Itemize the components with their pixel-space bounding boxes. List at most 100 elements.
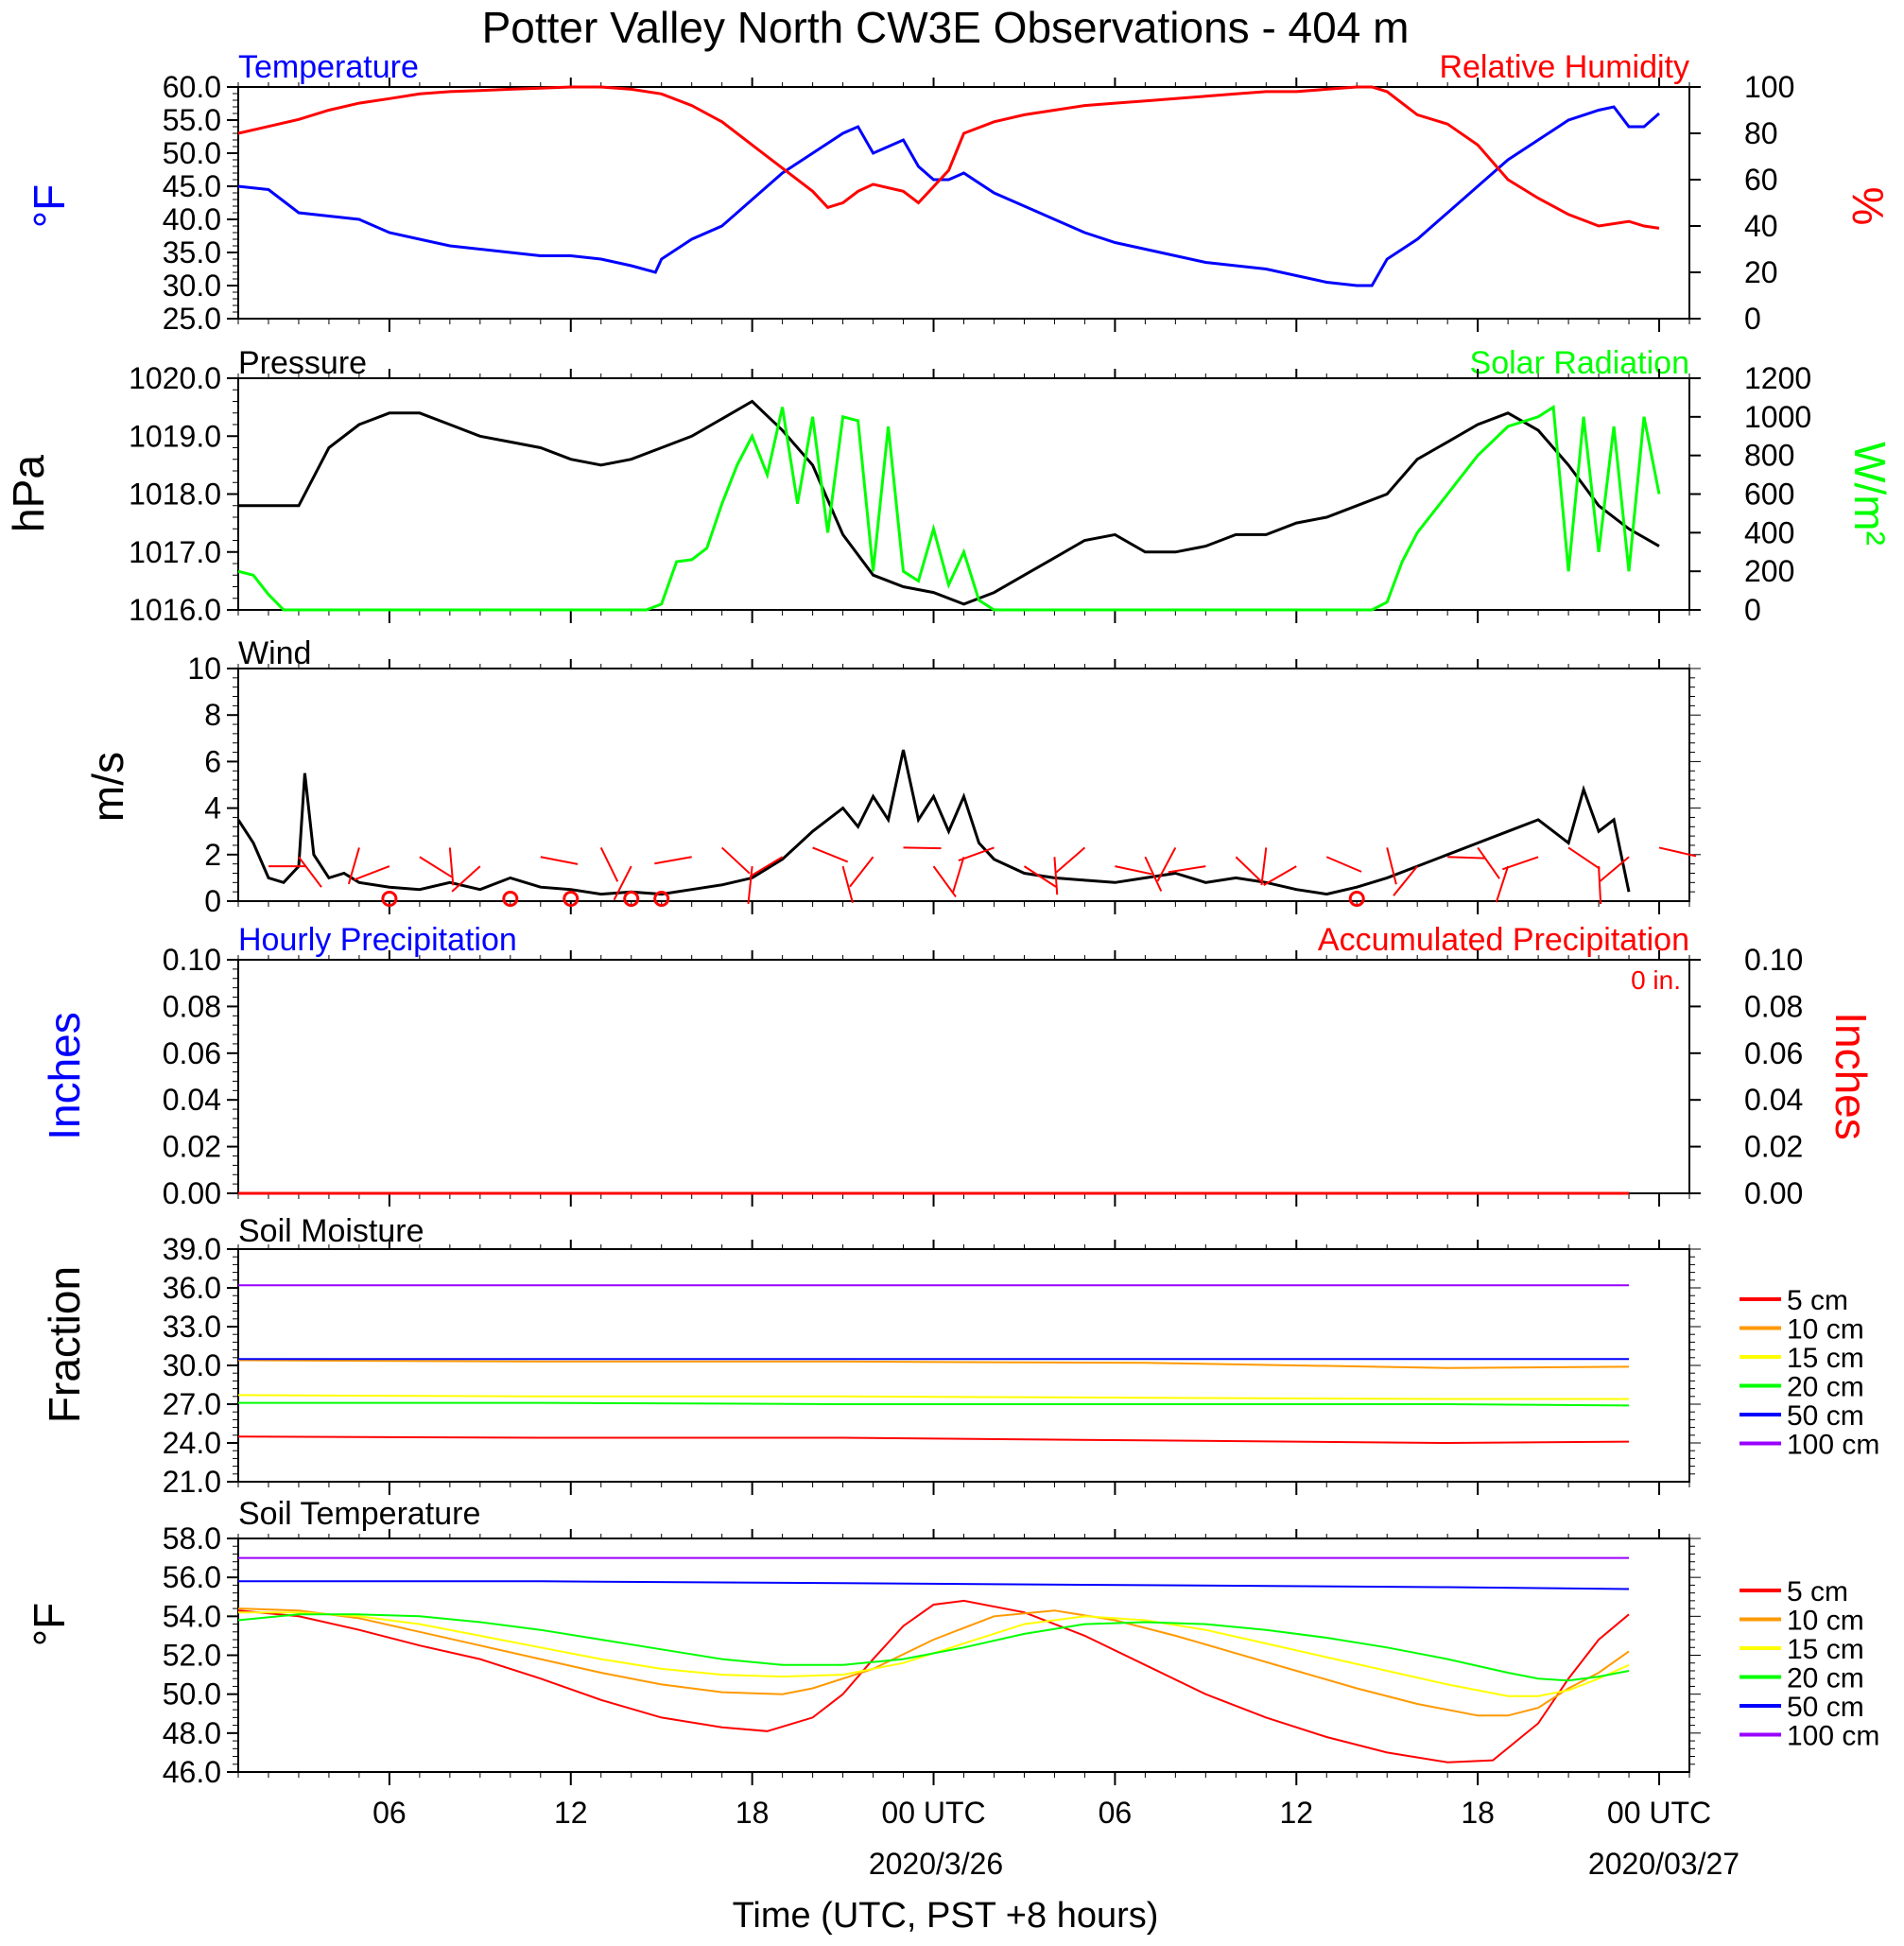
x-tick-label: 06 bbox=[372, 1796, 407, 1830]
wind-barb bbox=[448, 847, 455, 886]
y-tick-label: 10 bbox=[187, 652, 221, 686]
wind-barb bbox=[1599, 856, 1630, 882]
panel-temperature-humidity: Temperature Relative Humidity °F % 60.05… bbox=[25, 49, 1893, 336]
wind-barb bbox=[951, 856, 965, 894]
figure-title: Potter Valley North CW3E Observations - … bbox=[482, 3, 1410, 52]
panel-pressure-solar: Pressure Solar Radiation hPa W/m² 1020.0… bbox=[4, 345, 1895, 627]
plot-frame bbox=[237, 86, 1690, 320]
y-tick-label: 48.0 bbox=[163, 1716, 221, 1750]
wind-barb bbox=[958, 846, 995, 862]
y-right-tick-label: 800 bbox=[1744, 439, 1794, 473]
y-tick-label: 46.0 bbox=[163, 1755, 221, 1789]
wind-barb bbox=[841, 865, 854, 903]
wind-axis-label: m/s bbox=[83, 752, 132, 822]
y-right-tick-label: 100 bbox=[1744, 70, 1794, 104]
wind-barb bbox=[849, 856, 874, 888]
temperature-title: Temperature bbox=[238, 49, 419, 85]
y-tick-label: 0.06 bbox=[163, 1036, 221, 1070]
wind-barb bbox=[1495, 865, 1510, 903]
y-tick-label: 1016.0 bbox=[129, 593, 221, 627]
y-tick-label: 1018.0 bbox=[129, 478, 221, 512]
series-line bbox=[237, 1359, 1630, 1369]
wind-barbs bbox=[268, 846, 1697, 908]
wind-calm-marker bbox=[563, 891, 580, 908]
wind-barb bbox=[1023, 865, 1057, 888]
y-tick-label: 36.0 bbox=[163, 1271, 221, 1305]
wind-barb bbox=[599, 846, 619, 882]
date-label-1: 2020/3/26 bbox=[869, 1847, 1003, 1881]
wind-barb bbox=[1053, 857, 1059, 895]
wind-barb bbox=[1260, 847, 1268, 886]
y-tick-label: 50.0 bbox=[163, 136, 221, 170]
y-tick-label: 25.0 bbox=[163, 302, 221, 336]
y-right-tick-label: 0.02 bbox=[1744, 1130, 1803, 1164]
y-tick-label: 35.0 bbox=[163, 235, 221, 269]
x-axis-tick-labels: 06 12 18 00 UTC 06 12 18 00 UTC bbox=[372, 1796, 1711, 1830]
wind-barb bbox=[1235, 856, 1264, 884]
wind-barb bbox=[1393, 865, 1418, 896]
wind-barb bbox=[903, 846, 942, 850]
panel-wind: Wind m/s 10 8 6 4 2 0 bbox=[83, 635, 1701, 918]
legend-label: 15 cm bbox=[1787, 1634, 1864, 1665]
panel-soil-temperature: Soil Temperature °F 58.0 56.0 54.0 52.0 50.0… bbox=[25, 1496, 1879, 1789]
y-tick-label: 0 bbox=[204, 884, 221, 918]
series-line bbox=[237, 1613, 1630, 1682]
series-line bbox=[238, 399, 1660, 606]
y-right-tick-label: 0.08 bbox=[1744, 989, 1803, 1023]
wind-barb bbox=[1386, 847, 1397, 885]
wind-barb bbox=[354, 865, 390, 881]
y-tick-label: 55.0 bbox=[163, 103, 221, 137]
y-right-tick-label: 0 bbox=[1744, 302, 1761, 336]
accum-precip-axis-label: Inches bbox=[1826, 1012, 1876, 1140]
wind-barb bbox=[1168, 865, 1206, 874]
wind-calm-marker bbox=[1348, 891, 1365, 908]
wind-calm-marker bbox=[623, 891, 640, 908]
series-line bbox=[237, 1607, 1630, 1717]
series-line bbox=[237, 85, 1660, 230]
soil-temperature-title: Soil Temperature bbox=[238, 1496, 480, 1532]
y-right-tick-label: 80 bbox=[1744, 116, 1778, 150]
wind-title: Wind bbox=[238, 635, 311, 671]
wind-calm-marker bbox=[502, 891, 519, 908]
y-right-tick-label: 400 bbox=[1744, 515, 1794, 549]
wind-barb bbox=[1144, 856, 1163, 892]
y-tick-label: 56.0 bbox=[163, 1560, 221, 1594]
x-tick-label: 18 bbox=[1461, 1796, 1495, 1830]
wind-barb bbox=[747, 865, 753, 904]
wind-barb bbox=[1156, 846, 1177, 882]
legend-label: 10 cm bbox=[1787, 1606, 1864, 1637]
panel-soil-moisture: Soil Moisture Fraction 39.0 36.0 33.0 30.0 2… bbox=[40, 1213, 1879, 1499]
series-line bbox=[238, 1401, 1630, 1407]
y-tick-label: 1019.0 bbox=[129, 419, 221, 453]
wind-barb bbox=[451, 865, 481, 893]
x-tick-label: 00 UTC bbox=[1607, 1796, 1711, 1830]
x-tick-label: 06 bbox=[1099, 1796, 1133, 1830]
y-tick-label: 2 bbox=[204, 838, 221, 872]
y-tick-label: 54.0 bbox=[163, 1599, 221, 1633]
y-tick-label: 0.08 bbox=[163, 989, 221, 1023]
y-right-tick-label: 1000 bbox=[1744, 400, 1811, 434]
pressure-title: Pressure bbox=[238, 345, 367, 381]
solar-title: Solar Radiation bbox=[1470, 345, 1689, 381]
wind-calm-marker bbox=[381, 891, 398, 908]
wind-barb bbox=[749, 856, 784, 877]
series-line bbox=[237, 1599, 1630, 1764]
y-tick-label: 21.0 bbox=[163, 1465, 221, 1499]
y-tick-label: 39.0 bbox=[163, 1232, 221, 1266]
wind-barb bbox=[932, 865, 957, 898]
y-tick-label: 52.0 bbox=[163, 1639, 221, 1673]
legend-label: 10 cm bbox=[1787, 1314, 1864, 1346]
plot-frame bbox=[237, 1248, 1690, 1483]
x-tick-label: 12 bbox=[554, 1796, 588, 1830]
wind-barb bbox=[1115, 865, 1152, 876]
y-tick-label: 30.0 bbox=[163, 269, 221, 303]
y-right-tick-label: 1200 bbox=[1744, 361, 1811, 395]
accum-precip-title: Accumulated Precipitation bbox=[1318, 922, 1689, 958]
wind-barb bbox=[1055, 846, 1086, 874]
series-line bbox=[236, 749, 1631, 896]
wind-barb bbox=[1598, 866, 1602, 905]
legend-label: 20 cm bbox=[1787, 1372, 1864, 1403]
temperature-axis-label: °F bbox=[25, 184, 74, 229]
legend-label: 100 cm bbox=[1787, 1430, 1879, 1461]
